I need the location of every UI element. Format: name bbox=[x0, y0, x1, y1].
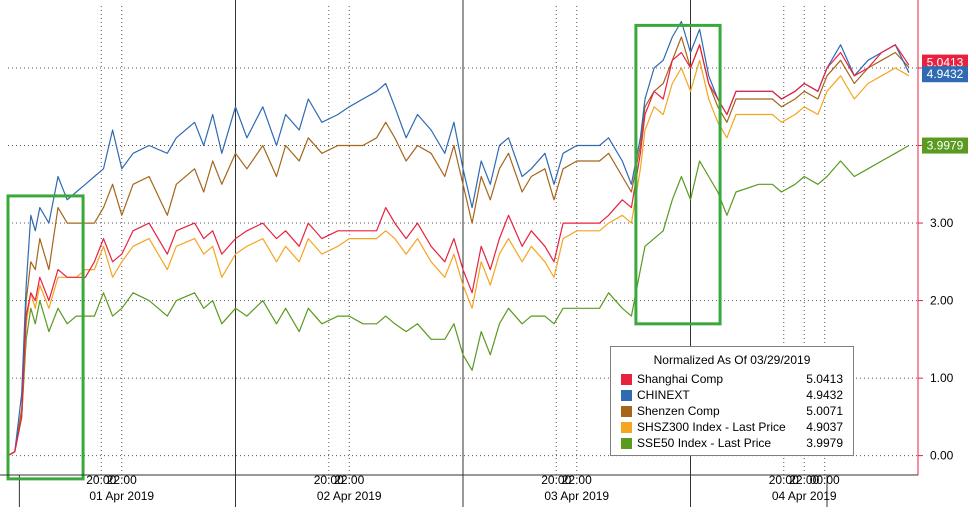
legend-series-value: 4.9432 bbox=[806, 388, 843, 402]
legend-row: SHSZ300 Index - Last Price 4.9037 bbox=[611, 419, 853, 435]
series-layer bbox=[7, 20, 910, 457]
legend-title: Normalized As Of 03/29/2019 bbox=[653, 353, 811, 367]
series-line-sse50-index-last-price bbox=[7, 144, 910, 457]
legend-swatch bbox=[621, 422, 632, 433]
legend-row: SSE50 Index - Last Price 3.9979 bbox=[611, 435, 853, 451]
series-line-shsz300-index-last-price bbox=[7, 59, 910, 457]
highlight-box bbox=[634, 23, 722, 326]
day-label: 02 Apr 2019 bbox=[317, 489, 382, 503]
x-tick-label: 22:00 bbox=[562, 473, 592, 487]
legend-series-value: 5.0071 bbox=[806, 404, 843, 418]
day-label: 04 Apr 2019 bbox=[772, 489, 837, 503]
legend-series-name: Shenzen Comp bbox=[637, 404, 720, 418]
x-tick-label: 20:00 bbox=[769, 473, 799, 487]
day-label: 01 Apr 2019 bbox=[89, 489, 154, 503]
x-tick-label: 22:00 bbox=[334, 473, 364, 487]
legend-series-value: 5.0413 bbox=[806, 372, 843, 386]
value-label-text: 5.0413 bbox=[927, 56, 964, 70]
highlight-boxes bbox=[6, 23, 722, 481]
legend-rows: Shanghai Comp 5.0413 CHINEXT 4.9432 Shenzen … bbox=[611, 371, 853, 451]
y-tick-label: 1.00 bbox=[930, 371, 954, 385]
series-line-shenzen-comp bbox=[7, 36, 910, 457]
series-line-shanghai-comp bbox=[7, 44, 910, 457]
value-label-text: 4.9432 bbox=[927, 67, 964, 81]
legend-series-value: 4.9037 bbox=[806, 420, 843, 434]
x-tick-label: 22:00 bbox=[789, 473, 819, 487]
highlight-box bbox=[6, 194, 85, 481]
x-tick-label: 00:00 bbox=[810, 473, 840, 487]
y-tick-label: 3.00 bbox=[930, 216, 954, 230]
x-tick-label: 20:00 bbox=[541, 473, 571, 487]
legend-series-value: 3.9979 bbox=[806, 436, 843, 450]
legend-series-name: SSE50 Index - Last Price bbox=[637, 436, 772, 450]
value-label-bg bbox=[922, 66, 968, 83]
legend-series-name: Shanghai Comp bbox=[637, 372, 724, 386]
legend-swatch bbox=[621, 406, 632, 417]
legend-row: Shenzen Comp 5.0071 bbox=[611, 403, 853, 419]
x-tick-label: 20:00 bbox=[314, 473, 344, 487]
legend: Normalized As Of 03/29/2019 Shanghai Com… bbox=[610, 346, 854, 456]
legend-row: CHINEXT 4.9432 bbox=[611, 387, 853, 403]
x-tick-label: 20:00 bbox=[86, 473, 116, 487]
legend-row: Shanghai Comp 5.0413 bbox=[611, 371, 853, 387]
legend-series-name: CHINEXT bbox=[637, 388, 690, 402]
value-label-bg bbox=[922, 137, 968, 154]
x-tick-label: 22:00 bbox=[107, 473, 137, 487]
legend-series-name: SHSZ300 Index - Last Price bbox=[637, 420, 786, 434]
legend-swatch bbox=[621, 438, 632, 449]
y-tick-label: 2.00 bbox=[930, 294, 954, 308]
day-label: 03 Apr 2019 bbox=[544, 489, 609, 503]
legend-swatch bbox=[621, 390, 632, 401]
y-tick-label: 0.00 bbox=[930, 449, 954, 463]
legend-swatch bbox=[621, 374, 632, 385]
value-label-text: 3.9979 bbox=[927, 139, 964, 153]
